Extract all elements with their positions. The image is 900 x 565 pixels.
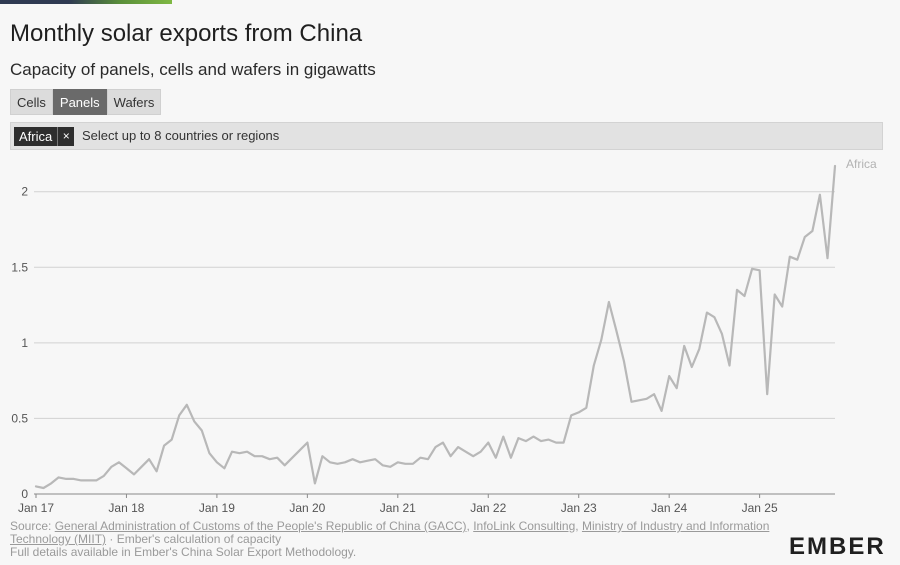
region-selector[interactable]: Africa × Select up to 8 countries or reg… <box>10 122 883 150</box>
link-gacc[interactable]: General Administration of Customs of the… <box>54 519 467 533</box>
x-tick-label: Jan 25 <box>742 501 778 515</box>
x-tick-label: Jan 22 <box>470 501 506 515</box>
x-tick-label: Jan 20 <box>289 501 325 515</box>
source-sep-1: , <box>466 519 474 533</box>
selected-region-chip[interactable]: Africa × <box>14 127 75 146</box>
series-line-africa[interactable] <box>34 164 837 490</box>
product-tabs: Cells Panels Wafers <box>10 89 162 115</box>
ember-logo: EMBER <box>789 533 886 560</box>
methodology-note: Full details available in Ember's China … <box>10 545 357 559</box>
series-layer: Africa <box>34 157 877 490</box>
chart-title: Monthly solar exports from China <box>10 20 363 47</box>
y-tick-label: 2 <box>21 185 28 199</box>
source-suffix: · Ember's calculation of capacity <box>106 532 282 546</box>
tab-panels[interactable]: Panels <box>52 89 107 115</box>
tick-layer: 0 0.5 1 1.5 2 Jan 17 Jan 18 Jan 19 Jan 20 Jan 21 J… <box>11 185 778 515</box>
x-tick-label: Jan 17 <box>18 501 54 515</box>
link-miit[interactable]: Ministry of Industry and Information Tec… <box>10 519 770 546</box>
x-tick-label: Jan 19 <box>199 501 235 515</box>
selector-placeholder: Select up to 8 countries or regions <box>82 128 280 143</box>
source-prefix: Source: <box>10 519 55 533</box>
source-sep-2: , <box>575 519 582 533</box>
top-accent-bar <box>0 0 172 4</box>
y-tick-label: 0.5 <box>11 411 28 425</box>
close-icon[interactable]: × <box>57 127 74 146</box>
tab-cells[interactable]: Cells <box>10 89 53 115</box>
y-tick-label: 0 <box>21 487 28 501</box>
x-tick-label: Jan 23 <box>561 501 597 515</box>
series-label-africa: Africa <box>846 157 877 171</box>
x-tick-label: Jan 18 <box>108 501 144 515</box>
chart-subtitle: Capacity of panels, cells and wafers in … <box>10 60 376 79</box>
y-tick-label: 1.5 <box>11 260 28 274</box>
y-tick-label: 1 <box>21 336 28 350</box>
link-infolink[interactable]: InfoLink Consulting <box>473 519 576 533</box>
chip-label: Africa <box>19 129 53 144</box>
grid-layer <box>34 191 835 495</box>
x-tick-label: Jan 24 <box>651 501 687 515</box>
tab-wafers[interactable]: Wafers <box>106 89 162 115</box>
x-tick-label: Jan 21 <box>380 501 416 515</box>
source-footer: Source: General Administration of Custom… <box>10 520 770 559</box>
